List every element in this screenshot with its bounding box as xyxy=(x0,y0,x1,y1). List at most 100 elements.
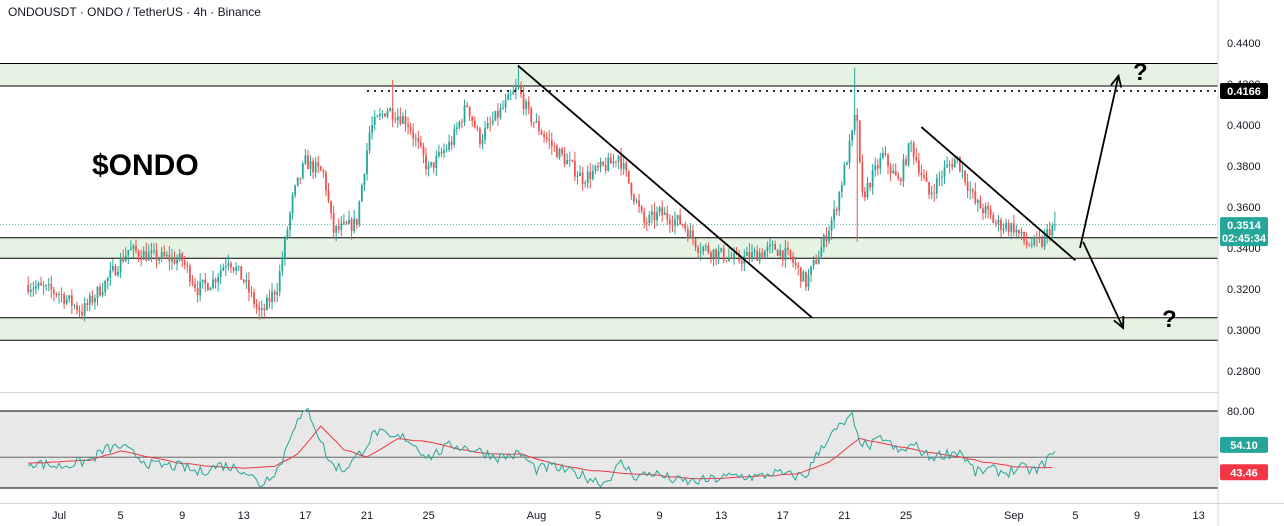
candle-body xyxy=(846,162,848,165)
candle-body xyxy=(494,111,497,121)
candle-body xyxy=(325,172,327,191)
time-tick-label: Sep xyxy=(1004,510,1024,522)
candle-body xyxy=(127,250,130,256)
candle-body xyxy=(201,279,204,282)
candle-body xyxy=(260,308,263,311)
candle-body xyxy=(530,108,533,123)
candle-body xyxy=(697,247,699,253)
candle-body xyxy=(748,251,751,259)
candle-body xyxy=(363,174,366,186)
candle-body xyxy=(94,298,96,303)
candle-body xyxy=(912,142,915,157)
time-tick-label: 25 xyxy=(422,510,434,522)
candle-body xyxy=(281,259,284,272)
candle-body xyxy=(47,284,50,286)
candle-body xyxy=(29,289,32,293)
candle-body xyxy=(722,248,725,261)
candle-body xyxy=(635,200,638,202)
candle-body xyxy=(938,177,941,179)
candle-body xyxy=(435,156,438,169)
candle-body xyxy=(1043,234,1046,247)
scenario-arrow-head xyxy=(1113,315,1125,330)
candle-body xyxy=(65,299,68,304)
candle-body xyxy=(566,160,569,165)
candle-body xyxy=(622,163,625,169)
candle-body xyxy=(450,141,453,145)
candle-body xyxy=(864,191,866,198)
candle-body xyxy=(828,231,830,242)
candle-body xyxy=(612,161,615,164)
candle-body xyxy=(368,132,371,151)
candle-body xyxy=(874,165,877,170)
candle-body xyxy=(643,211,646,223)
candle-body xyxy=(858,120,861,163)
candle-body xyxy=(627,170,630,183)
candle-body xyxy=(171,257,173,262)
candle-body xyxy=(168,255,171,262)
candle-body xyxy=(461,121,463,123)
candle-body xyxy=(576,176,579,177)
candle-body xyxy=(840,184,843,193)
candle-body xyxy=(869,182,871,188)
candle-body xyxy=(684,224,687,230)
price-tick-label: 0.3600 xyxy=(1227,202,1261,214)
candle-body xyxy=(455,127,458,129)
candle-body xyxy=(345,221,348,224)
candle-body xyxy=(615,161,617,163)
candle-body xyxy=(489,123,492,124)
candle-body xyxy=(91,295,94,303)
candle-body xyxy=(951,164,954,168)
candle-body xyxy=(112,266,114,271)
candle-body xyxy=(769,244,771,247)
candle-body xyxy=(219,270,222,277)
candle-body xyxy=(117,271,119,276)
candle-body xyxy=(332,213,335,233)
candle-body xyxy=(812,260,815,267)
candle-body xyxy=(851,130,853,141)
rsi-line xyxy=(27,407,1056,488)
candle-body xyxy=(458,121,461,128)
candle-body xyxy=(553,146,556,147)
candle-body xyxy=(766,246,769,251)
time-tick-label: 21 xyxy=(361,510,373,522)
candle-body xyxy=(902,159,905,182)
candle-body xyxy=(1033,236,1036,245)
scenario-arrow-line xyxy=(1079,75,1120,249)
candle-body xyxy=(1023,231,1025,242)
time-tick-label: 25 xyxy=(900,510,912,522)
candle-body xyxy=(976,199,979,203)
candle-body xyxy=(196,288,199,296)
candle-body xyxy=(473,120,476,128)
candle-body xyxy=(905,159,907,165)
candle-body xyxy=(319,166,322,171)
scenario-arrow-line xyxy=(1082,241,1124,329)
candle-body xyxy=(186,264,189,267)
candle-body xyxy=(122,257,125,262)
candle-body xyxy=(430,162,433,166)
question-mark-down: ? xyxy=(1162,306,1177,333)
candle-body xyxy=(740,261,743,264)
candle-body xyxy=(399,116,402,124)
candle-body xyxy=(81,311,83,316)
candle-body xyxy=(99,286,101,296)
candle-body xyxy=(307,155,309,170)
rsi-ma-badge-text: 43.46 xyxy=(1230,467,1258,479)
candle-body xyxy=(558,148,561,158)
candle-body xyxy=(371,124,374,133)
candle-body xyxy=(289,213,291,231)
candle-body xyxy=(479,128,481,145)
candle-body xyxy=(928,181,930,195)
price-tick-label: 0.2800 xyxy=(1227,366,1261,378)
trend-lines xyxy=(517,64,1076,319)
chart-title: ONDOUSDT · ONDO / TetherUS · 4h · Binanc… xyxy=(8,5,261,19)
candle-body xyxy=(425,155,427,170)
candle-body xyxy=(1010,223,1013,232)
rsi-tick-label: 80.00 xyxy=(1227,406,1255,418)
rsi-ma-badge xyxy=(1220,464,1268,481)
current-price-badge xyxy=(1220,217,1268,247)
candle-body xyxy=(163,252,166,257)
candle-body xyxy=(792,256,794,263)
candle-body xyxy=(212,279,214,288)
